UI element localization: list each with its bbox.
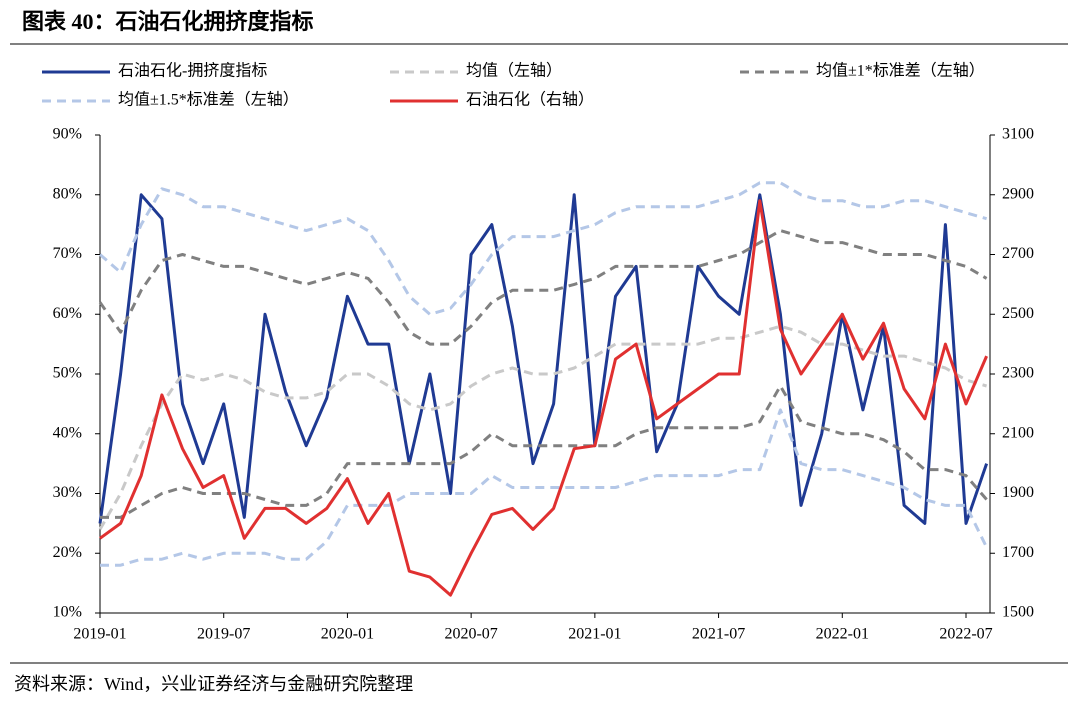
x-tick-label: 2021-01 — [568, 626, 621, 643]
series-line — [98, 193, 989, 525]
series-line — [98, 229, 988, 346]
series-line — [100, 384, 988, 519]
y2-tick-label: 2500 — [1002, 305, 1034, 322]
y-tick-label: 90% — [53, 126, 82, 143]
legend-label: 均值±1*标准差（左轴） — [816, 62, 985, 80]
y2-tick-label: 3100 — [1002, 126, 1034, 143]
x-tick-label: 2019-07 — [197, 626, 250, 643]
legend-label: 石油石化（右轴） — [466, 91, 594, 109]
y-tick-label: 30% — [53, 484, 82, 501]
x-tick-label: 2019-01 — [73, 626, 126, 643]
chart-title: 图表 40：石油石化拥挤度指标 — [22, 9, 314, 34]
y2-tick-label: 1900 — [1002, 484, 1034, 501]
y2-tick-label: 2900 — [1002, 185, 1034, 202]
y2-tick-label: 2100 — [1002, 424, 1034, 441]
y-tick-label: 70% — [53, 245, 82, 262]
source: 资料来源：Wind，兴业证券经济与金融研究院整理 — [14, 674, 413, 694]
x-tick-label: 2022-07 — [939, 626, 992, 643]
series-line — [98, 324, 988, 531]
y-tick-label: 10% — [53, 604, 82, 621]
y2-tick-label: 1500 — [1002, 604, 1034, 621]
legend-label: 均值（左轴） — [466, 62, 562, 80]
series-line — [99, 181, 988, 316]
x-tick-label: 2022-01 — [816, 626, 869, 643]
y-tick-label: 40% — [53, 424, 82, 441]
x-tick-label: 2020-01 — [321, 626, 374, 643]
legend-label: 石油石化-拥挤度指标 — [118, 62, 267, 80]
y-tick-label: 50% — [53, 365, 82, 382]
x-tick-label: 2021-07 — [692, 626, 745, 643]
y2-tick-label: 2700 — [1002, 245, 1034, 262]
series-line — [99, 199, 988, 597]
legend-label: 均值±1.5*标准差（左轴） — [118, 91, 299, 109]
y2-tick-label: 2300 — [1002, 365, 1034, 382]
y-tick-label: 80% — [53, 185, 82, 202]
x-tick-label: 2020-07 — [444, 626, 497, 643]
y-tick-label: 60% — [53, 305, 82, 322]
y-tick-label: 20% — [53, 544, 82, 561]
series-line — [100, 408, 988, 567]
y2-tick-label: 1700 — [1002, 544, 1034, 561]
